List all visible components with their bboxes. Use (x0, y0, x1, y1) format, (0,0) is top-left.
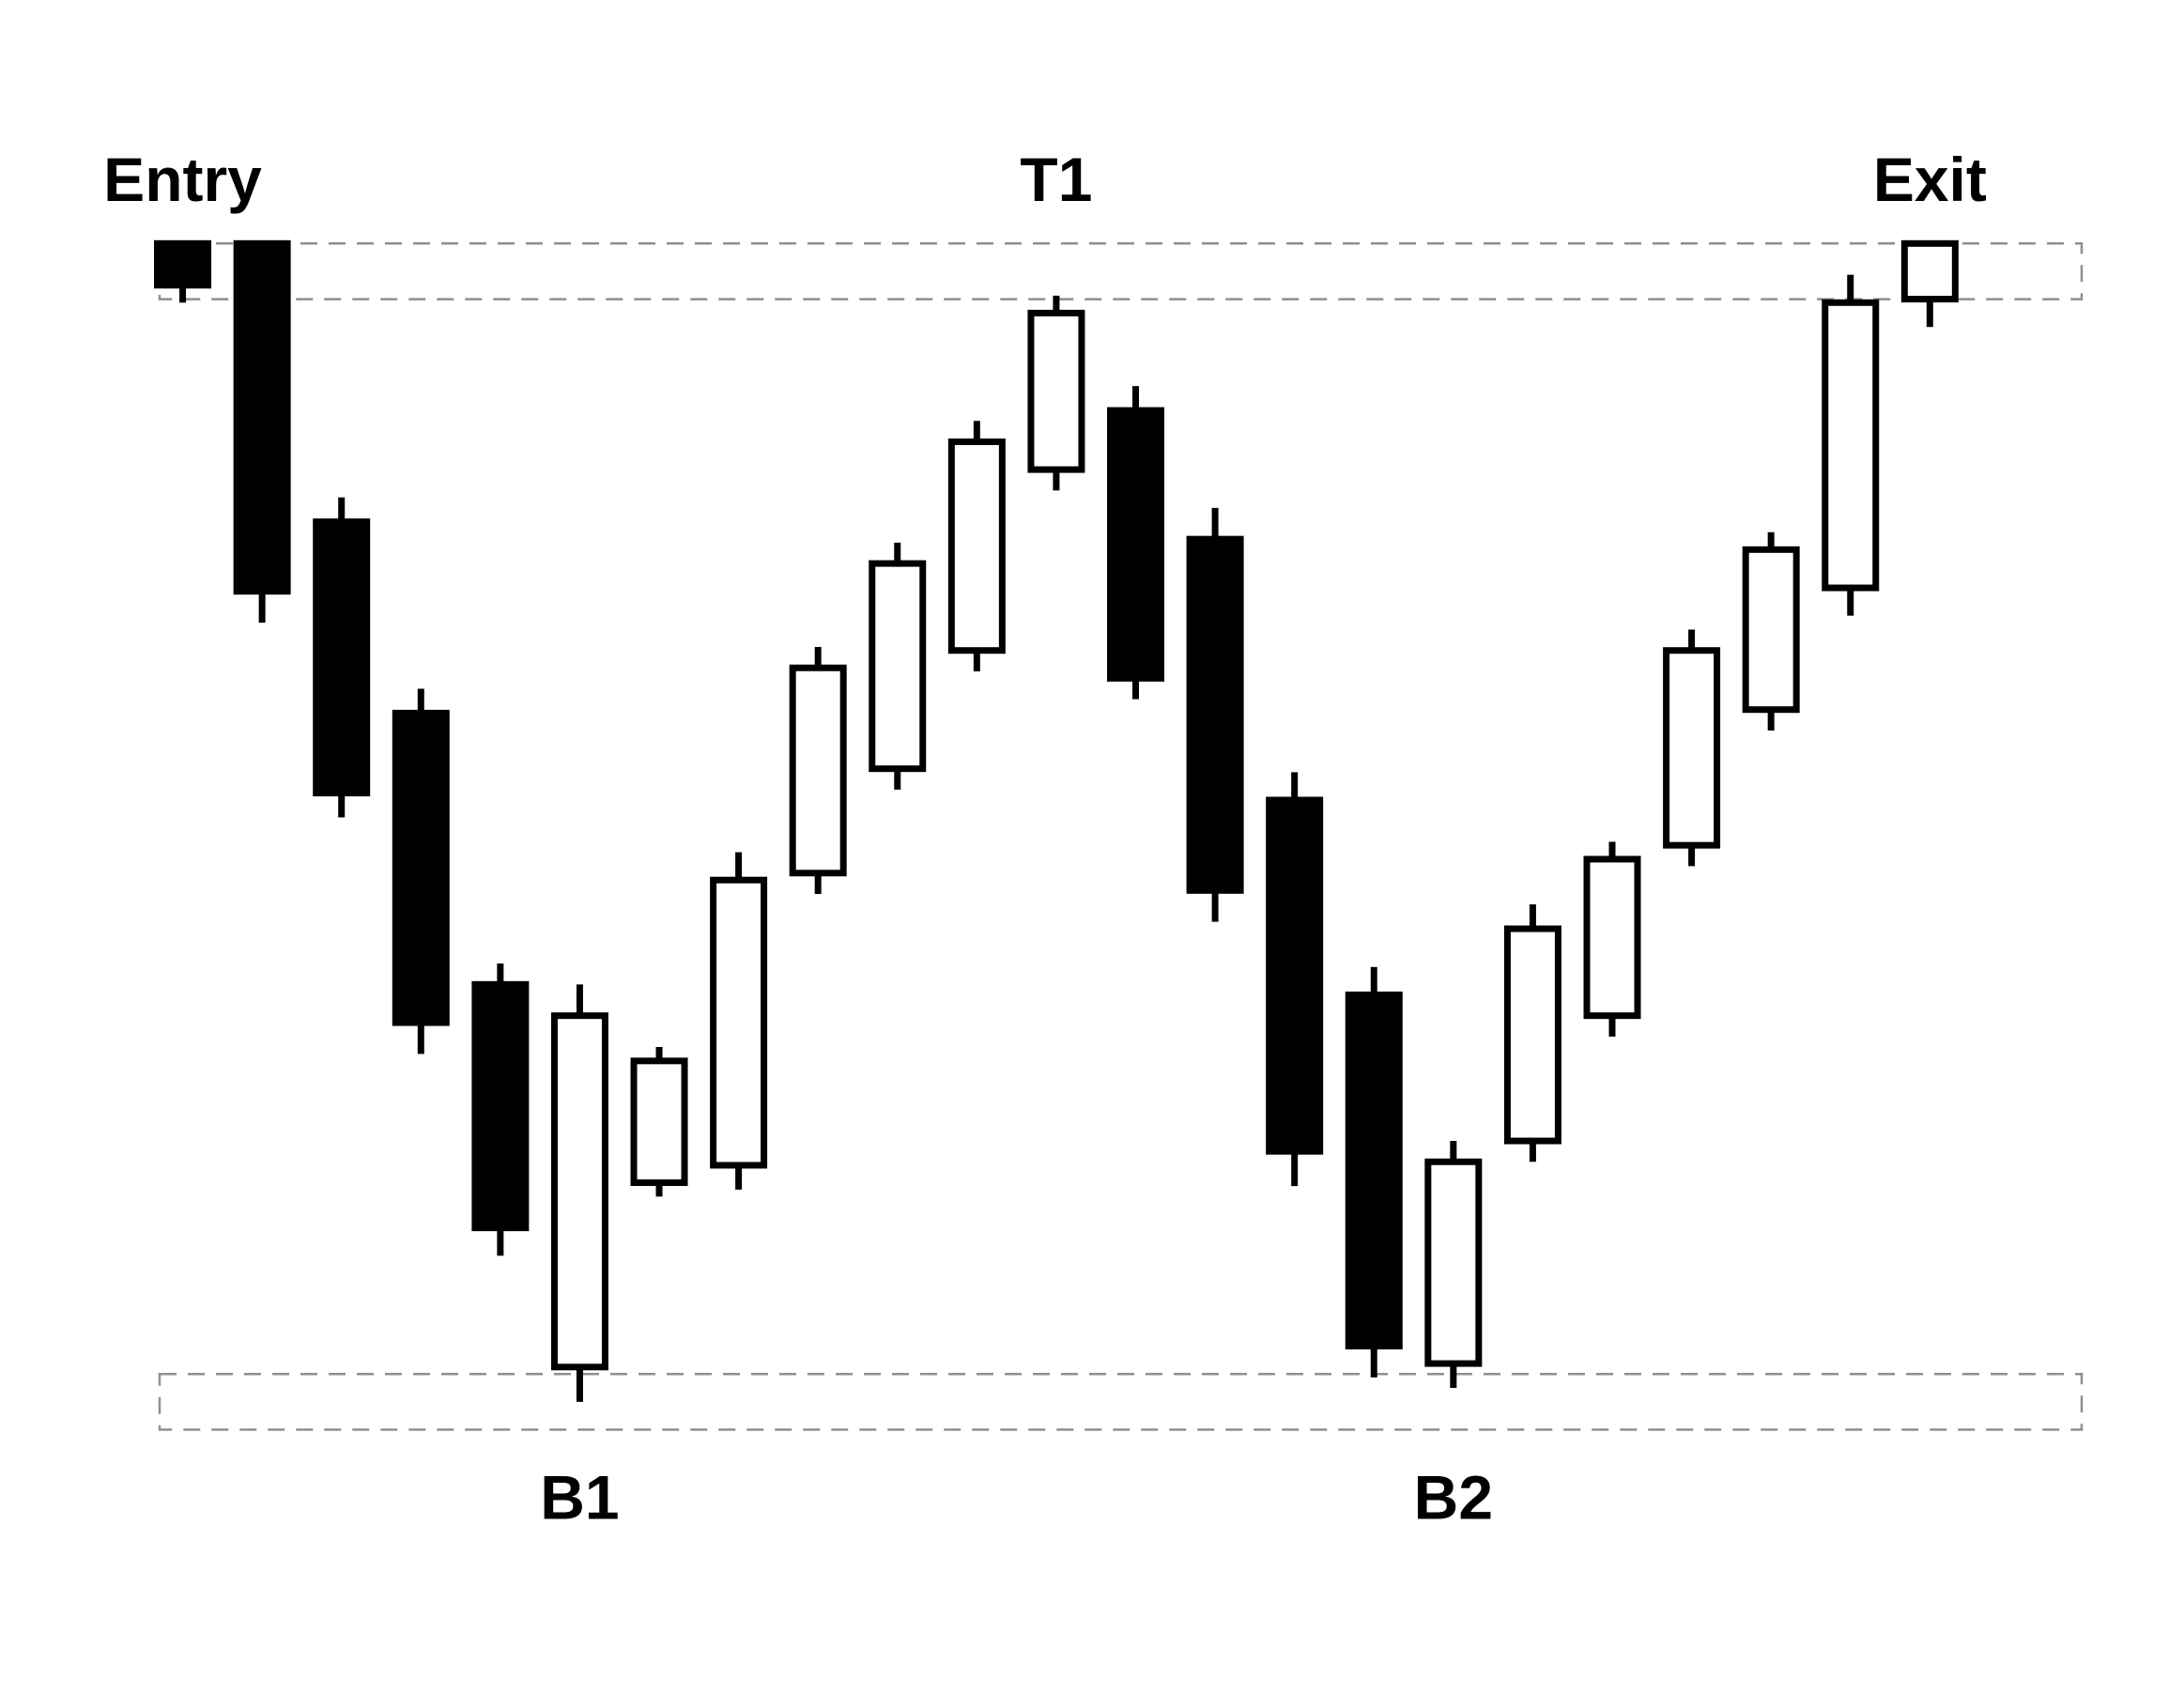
candle-18-body (1503, 925, 1561, 1145)
candle-11 (947, 421, 1006, 671)
candle-15-body (1266, 796, 1324, 1155)
candle-2-body (233, 239, 291, 595)
candle-12-body (1027, 309, 1085, 473)
candle-17 (1424, 1141, 1483, 1389)
candle-20 (1663, 629, 1721, 867)
candle-4-body (392, 709, 450, 1026)
candle-4 (392, 688, 450, 1055)
candle-20-body (1663, 647, 1721, 849)
candle-21 (1742, 531, 1800, 731)
label-exit: Exit (1873, 145, 1987, 214)
candle-7 (630, 1046, 688, 1197)
candle-10 (869, 542, 927, 790)
label-entry: Entry (103, 145, 262, 214)
candle-3-body (313, 518, 371, 797)
candle-22 (1822, 274, 1880, 616)
candle-12 (1027, 295, 1085, 491)
candle-7-body (630, 1057, 688, 1186)
candle-23-body (1900, 239, 1959, 303)
labels-layer: Entry T1 Exit B1 B2 (103, 145, 1987, 1532)
candle-3 (313, 497, 371, 818)
candle-5-body (471, 980, 530, 1232)
candle-6 (550, 984, 608, 1402)
candle-1 (154, 239, 212, 303)
candle-10-body (869, 560, 927, 773)
candle-8 (710, 852, 768, 1190)
candle-16-body (1345, 991, 1403, 1350)
label-t1: T1 (1020, 145, 1092, 214)
candles-layer (154, 239, 1959, 1402)
candle-22-body (1822, 299, 1880, 592)
bottom-zone-box (158, 1372, 2084, 1431)
candle-14-body (1186, 535, 1244, 894)
candle-9 (789, 647, 847, 895)
candle-13-body (1107, 407, 1165, 682)
candle-17-body (1424, 1158, 1483, 1367)
label-b1: B1 (540, 1463, 619, 1532)
candle-15 (1266, 772, 1324, 1187)
candle-14 (1186, 507, 1244, 922)
candle-13 (1107, 386, 1165, 700)
candle-19 (1583, 841, 1641, 1037)
candle-16 (1345, 966, 1403, 1378)
candle-11-body (947, 438, 1006, 654)
candle-6-body (550, 1012, 608, 1371)
candle-9-body (789, 664, 847, 877)
candle-23 (1900, 239, 1959, 328)
candle-18 (1503, 904, 1561, 1163)
candle-19-body (1583, 855, 1641, 1020)
candle-21-body (1742, 546, 1800, 714)
candle-1-body (154, 239, 212, 289)
candle-5 (471, 963, 530, 1256)
candle-2 (233, 239, 291, 624)
candle-8-body (710, 876, 768, 1169)
label-b2: B2 (1414, 1463, 1493, 1532)
top-zone-box (158, 242, 2084, 300)
